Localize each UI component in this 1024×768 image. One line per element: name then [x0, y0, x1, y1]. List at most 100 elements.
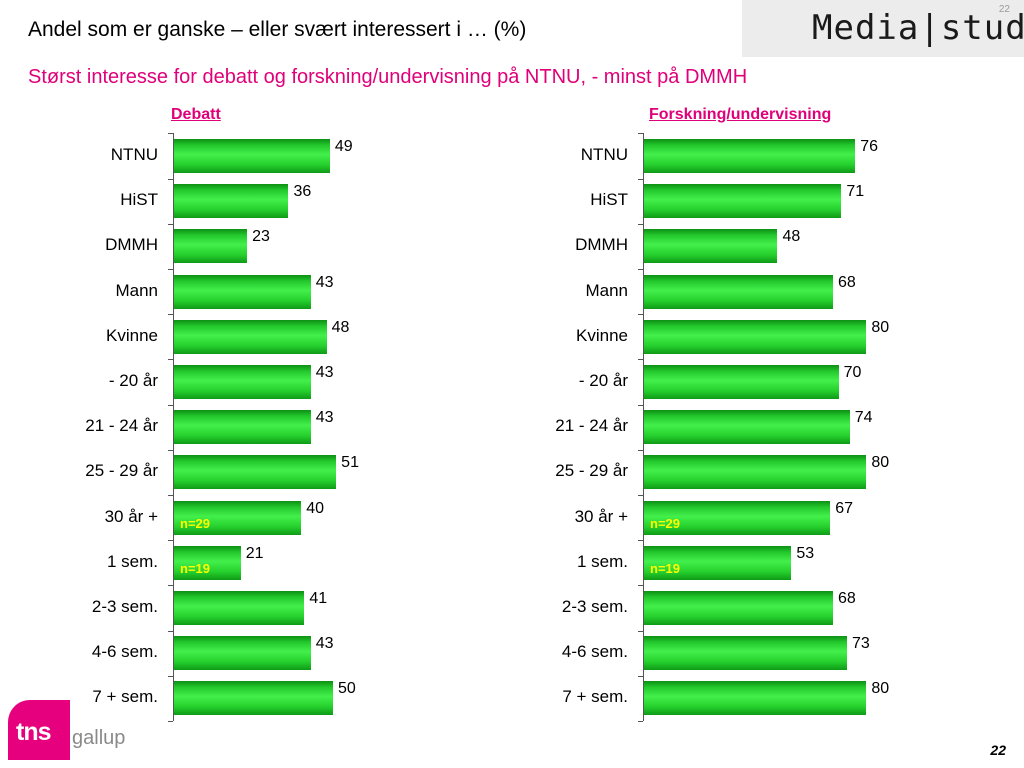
- category-label: 7 + sem.: [92, 687, 158, 707]
- bar-value-label: 43: [315, 364, 334, 381]
- bar-value-label: 70: [843, 364, 862, 381]
- mediastud-logo: Media|stud 22: [742, 0, 1024, 57]
- bar-20-r: [174, 365, 311, 399]
- bar-value-label: 21: [245, 544, 264, 562]
- chart-debatt: Debatt NTNU 49 HiST 36 DMMH 23 Mann 43 Kvinne 48 -…: [0, 100, 500, 722]
- bar-ntnu: [644, 139, 856, 173]
- bar-value-label: 68: [838, 273, 856, 291]
- bar-value-label: 49: [334, 138, 353, 155]
- axis-tick: [638, 404, 643, 406]
- axis-tick: [168, 314, 173, 316]
- category-label: DMMH: [105, 235, 158, 255]
- category-label: 1 sem.: [576, 551, 628, 571]
- page-number: 22: [990, 742, 1006, 758]
- bar-kvinne: [174, 319, 327, 354]
- bar-21-24-r: [644, 410, 850, 445]
- category-label: NTNU: [110, 145, 158, 164]
- bar-value-label: 80: [871, 318, 890, 336]
- axis-tick: [168, 223, 173, 225]
- axis-tick: [168, 630, 173, 632]
- bar-25-29-r: [644, 455, 867, 490]
- bar-21-24-r: [174, 410, 311, 445]
- bar-value-label: 51: [341, 454, 359, 472]
- axis-tick: [638, 314, 643, 316]
- axis-tick: [638, 449, 643, 451]
- axis-tick: [638, 133, 643, 135]
- category-label: Mann: [585, 280, 628, 300]
- category-label: 2-3 sem.: [91, 597, 158, 616]
- bar-1-sem: [174, 545, 241, 580]
- bar-ntnu: [174, 139, 330, 173]
- bar-2-3-sem: [174, 591, 305, 625]
- bar-4-6-sem: [644, 636, 847, 671]
- bar-mann: [174, 274, 311, 309]
- axis-tick: [168, 675, 173, 677]
- bar-7-sem: [644, 681, 867, 716]
- axis-tick: [168, 495, 173, 496]
- category-label: DMMH: [575, 235, 628, 255]
- bar-7-sem: [174, 681, 333, 716]
- bar-1-sem: [644, 545, 792, 580]
- sample-size-note: n=19: [180, 560, 210, 576]
- bar-value-label: 71: [846, 183, 865, 201]
- axis-tick: [168, 178, 173, 180]
- bar-30-r: [644, 500, 831, 535]
- category-label: NTNU: [580, 145, 628, 164]
- category-axis-line: [173, 133, 174, 721]
- category-label: 21 - 24 år: [85, 416, 158, 436]
- axis-tick: [638, 585, 643, 587]
- category-label: 1 sem.: [106, 551, 158, 571]
- bar-value-label: 68: [838, 590, 856, 607]
- bar-value-label: 48: [331, 318, 350, 336]
- axis-tick: [638, 223, 643, 225]
- slide-title: Andel som er ganske – eller svært intere…: [28, 18, 527, 41]
- slide-subtitle: Størst interesse for debatt og forskning…: [28, 66, 748, 88]
- tns-logo-text: tns: [16, 718, 51, 746]
- category-label: 21 - 24 år: [555, 416, 628, 436]
- axis-tick: [168, 269, 173, 270]
- logo-slide-number: 22: [998, 4, 1010, 15]
- sample-size-note: n=19: [650, 560, 680, 576]
- bar-dmmh: [174, 229, 248, 264]
- gallup-logo-text: gallup: [72, 727, 126, 749]
- axis-tick: [638, 359, 643, 361]
- category-label: 25 - 29 år: [85, 461, 158, 481]
- axis-tick: [168, 359, 173, 361]
- logo-text: Media|stud: [812, 8, 1024, 48]
- bar-4-6-sem: [174, 636, 311, 671]
- category-label: Kvinne: [576, 325, 628, 345]
- category-label: Mann: [115, 280, 158, 300]
- bar-value-label: 73: [851, 635, 870, 653]
- chart-forskning-undervisning: Forskning/undervisning NTNU 76 HiST 71 DMMH 4…: [470, 100, 990, 722]
- bar-value-label: 74: [854, 409, 873, 427]
- bar-20-r: [644, 365, 839, 399]
- bar-2-3-sem: [644, 591, 834, 625]
- bar-dmmh: [644, 229, 778, 264]
- bar-mann: [644, 274, 834, 309]
- category-label: Kvinne: [106, 325, 158, 345]
- axis-tick: [638, 495, 643, 496]
- chart-title: Forskning/undervisning: [649, 106, 832, 123]
- bar-value-label: 40: [306, 499, 324, 517]
- bar-value-label: 48: [782, 228, 801, 246]
- axis-tick: [168, 721, 173, 722]
- bar-value-label: 80: [871, 454, 890, 472]
- bar-25-29-r: [174, 455, 337, 490]
- category-label: 25 - 29 år: [555, 461, 628, 481]
- bar-value-label: 80: [871, 680, 890, 698]
- sample-size-note: n=29: [180, 515, 210, 531]
- axis-tick: [168, 585, 173, 587]
- category-label: - 20 år: [108, 371, 158, 390]
- category-label: HiST: [590, 190, 628, 210]
- axis-tick: [638, 269, 643, 270]
- tns-logo-mark: [8, 700, 70, 760]
- bar-value-label: 50: [338, 680, 356, 698]
- bar-value-label: 36: [293, 183, 312, 201]
- category-label: 30 år +: [104, 506, 158, 526]
- axis-tick: [168, 449, 173, 451]
- chart-title: Debatt: [171, 106, 221, 123]
- axis-tick: [168, 404, 173, 406]
- bar-value-label: 67: [835, 499, 854, 517]
- axis-tick: [168, 133, 173, 135]
- bar-value-label: 43: [315, 409, 334, 427]
